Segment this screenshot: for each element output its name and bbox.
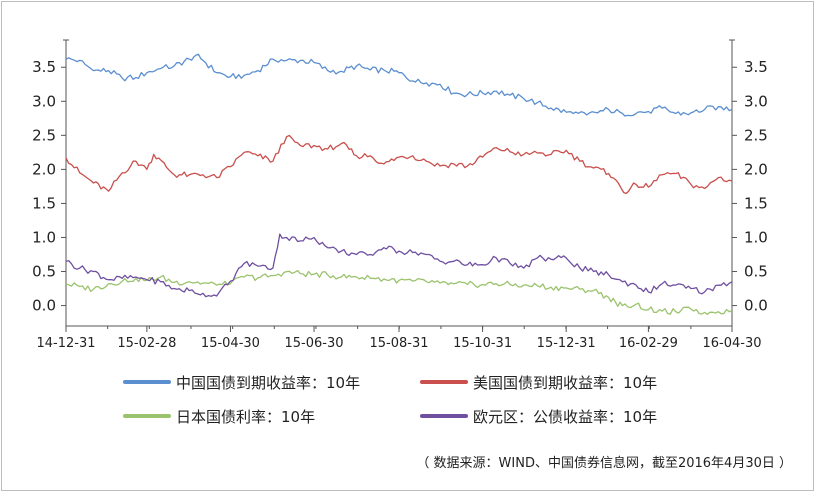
series-line-2 [65, 269, 733, 315]
y-tick-label-right: 1.5 [744, 194, 768, 212]
x-tick-label: 16-04-30 [702, 336, 761, 351]
x-tick-label: 15-08-31 [369, 336, 428, 351]
y-tick-label-left: 1.5 [32, 194, 56, 212]
x-tick-label: 15-04-30 [201, 336, 260, 351]
y-tick-label-right: 3.0 [744, 92, 768, 110]
y-tick-label-left: 0.5 [32, 263, 56, 281]
y-tick-label-left: 1.0 [32, 228, 56, 246]
series-line-0 [65, 53, 733, 117]
y-tick-label-left: 2.0 [32, 160, 56, 178]
x-tick-label: 15-02-28 [117, 336, 176, 351]
series-line-3 [65, 233, 733, 298]
x-tick-label: 15-12-31 [537, 336, 596, 351]
y-tick-label-right: 2.5 [744, 126, 768, 144]
y-tick-label-right: 1.0 [744, 228, 768, 246]
y-tick-label-left: 3.0 [32, 92, 56, 110]
x-tick-label: 14-12-31 [36, 336, 95, 351]
source-note: （ 数据来源：WIND、中国债券信息网，截至2016年4月30日 ） [416, 456, 792, 471]
y-tick-label-right: 3.5 [744, 58, 768, 76]
legend-label: 日本国债利率：10年 [176, 408, 315, 426]
y-tick-label-right: 0.0 [744, 297, 768, 315]
y-tick-label-right: 2.0 [744, 160, 768, 178]
x-tick-label: 16-02-29 [619, 336, 678, 351]
y-tick-label-left: 0.0 [32, 297, 56, 315]
y-tick-label-right: 0.5 [744, 263, 768, 281]
x-tick-label: 15-06-30 [285, 336, 344, 351]
series-line-1 [65, 134, 733, 195]
legend-label: 欧元区：公债收益率：10年 [473, 408, 657, 426]
y-tick-label-left: 2.5 [32, 126, 56, 144]
legend-label: 美国国债到期收益率：10年 [473, 374, 657, 392]
x-tick-label: 15-10-31 [453, 336, 512, 351]
y-tick-label-left: 3.5 [32, 58, 56, 76]
legend-label: 中国国债到期收益率：10年 [176, 374, 360, 392]
